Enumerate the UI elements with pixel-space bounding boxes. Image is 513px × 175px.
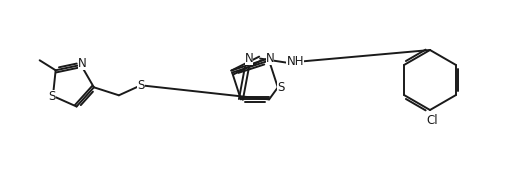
Text: N: N	[77, 57, 86, 70]
Text: Cl: Cl	[426, 114, 438, 128]
Text: S: S	[48, 89, 55, 103]
Text: N: N	[266, 52, 274, 65]
Text: NH: NH	[286, 55, 304, 68]
Text: N: N	[245, 52, 253, 65]
Text: S: S	[137, 79, 145, 92]
Text: S: S	[277, 81, 285, 94]
